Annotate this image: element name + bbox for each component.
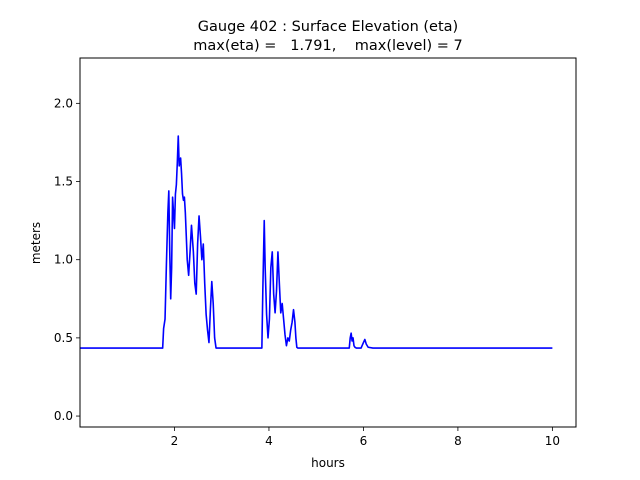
- y-tick-label: 1.5: [54, 175, 73, 189]
- y-axis: 0.0 0.5 1.0 1.5 2.0: [54, 96, 80, 423]
- x-tick-label: 6: [360, 434, 368, 448]
- series-line-0: [80, 135, 553, 349]
- x-axis-label: hours: [311, 456, 345, 470]
- y-tick-label: 0.0: [54, 409, 73, 423]
- x-tick-label: 8: [454, 434, 462, 448]
- y-tick-label: 2.0: [54, 96, 73, 110]
- y-tick-label: 0.5: [54, 331, 73, 345]
- chart-subtitle: max(eta) = 1.791, max(level) = 7: [193, 38, 463, 54]
- plot-frame: [79, 57, 577, 428]
- y-tick-label: 1.0: [54, 253, 73, 267]
- x-tick-label: 10: [545, 434, 560, 448]
- x-axis: 2 4 6 8 10: [171, 427, 560, 448]
- plot-area: [80, 135, 553, 349]
- chart-title: Gauge 402 : Surface Elevation (eta): [198, 19, 458, 35]
- y-axis-label: meters: [29, 222, 43, 264]
- x-tick-label: 2: [171, 434, 179, 448]
- x-tick-label: 4: [265, 434, 273, 448]
